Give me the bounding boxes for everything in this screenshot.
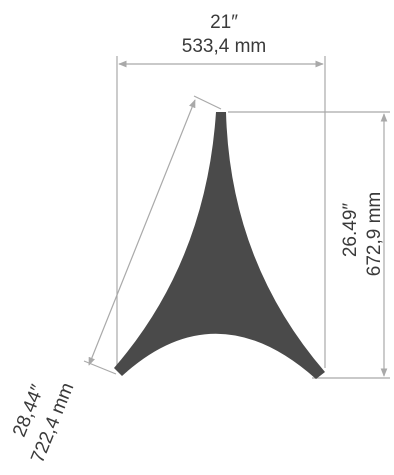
curved-triangle-shape <box>114 112 325 379</box>
diagonal-dimension-line <box>88 99 196 366</box>
height-mm-label: 672,9 mm <box>364 192 385 276</box>
width-mm-label: 533,4 mm <box>182 36 266 57</box>
diagonal-extension-top <box>193 95 222 110</box>
height-inches-label: 26.49″ <box>340 203 361 258</box>
diagonal-extension-bottom <box>83 360 117 375</box>
width-inches-label: 21″ <box>210 12 238 33</box>
width-dimension: 21″ 533,4 mm <box>116 12 326 368</box>
height-dimension: 26.49″ 672,9 mm <box>228 111 390 379</box>
